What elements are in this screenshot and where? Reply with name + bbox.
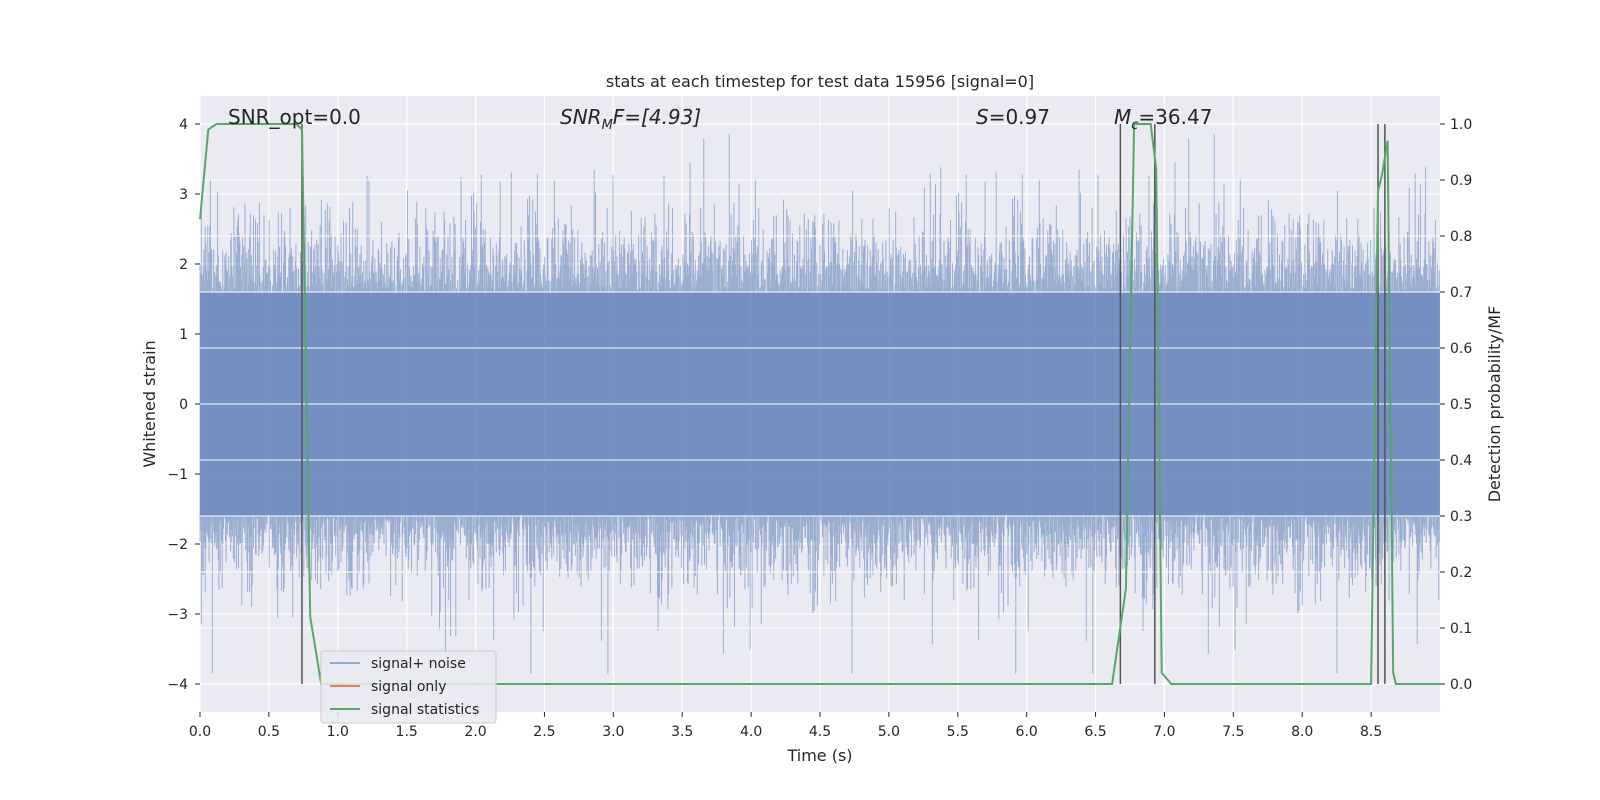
x-tick-label-11: 5.5: [947, 724, 969, 740]
y2-axis-label: Detection probability/MF: [1485, 306, 1504, 503]
y-tick-label-1: −3: [167, 607, 188, 623]
annotation-s: S=0.97: [976, 105, 1050, 129]
annotation-mc: Mc=36.47: [1114, 105, 1212, 133]
x-tick-label-1: 0.5: [258, 724, 280, 740]
legend-box: [320, 650, 497, 724]
x-tick-label-6: 3.0: [602, 724, 624, 740]
y2-tick-label-10: 1.0: [1450, 117, 1472, 133]
x-tick-label-8: 4.0: [740, 724, 762, 740]
y-axis-label: Whitened strain: [140, 340, 159, 467]
y-axis-ticks: −4 −3 −2 −1 0 1 2 3 4: [167, 117, 200, 693]
legend-label-signal-noise: signal+ noise: [371, 656, 466, 672]
x-tick-label-17: 8.5: [1360, 724, 1382, 740]
x-tick-label-14: 7.0: [1153, 724, 1175, 740]
annotation-snr-opt: SNR_opt=0.0: [228, 105, 361, 129]
x-tick-label-9: 4.5: [809, 724, 831, 740]
x-tick-label-5: 2.5: [533, 724, 555, 740]
mc-sub: c: [1131, 118, 1138, 133]
y-tick-label-2: −2: [167, 537, 188, 553]
snr-mf-sub: M: [602, 118, 613, 133]
x-tick-label-0: 0.0: [189, 724, 211, 740]
snr-mf-suffix: F=[4.93]: [613, 105, 701, 129]
chart-title: stats at each timestep for test data 159…: [606, 72, 1034, 91]
signal-statistics-line: [199, 123, 1440, 685]
x-tick-label-16: 8.0: [1291, 724, 1313, 740]
y2-tick-label-1: 0.1: [1450, 621, 1472, 637]
x-tick-label-10: 5.0: [878, 724, 900, 740]
y2-tick-label-5: 0.5: [1450, 397, 1472, 413]
y2-tick-label-2: 0.2: [1450, 565, 1472, 581]
y2-tick-label-9: 0.9: [1450, 173, 1472, 189]
legend: signal+ noise signal only signal statist…: [320, 650, 497, 724]
x-axis-label: Time (s): [786, 746, 852, 765]
y2-tick-label-7: 0.7: [1450, 285, 1472, 301]
y2-axis-ticks: 0.0 0.1 0.2 0.3 0.4 0.5 0.6 0.7 0.8 0.9 1.0: [1440, 117, 1472, 693]
s-var: S: [976, 105, 989, 129]
noise-trace: [199, 134, 1440, 674]
y2-tick-label-0: 0.0: [1450, 677, 1472, 693]
y-tick-label-4: 0: [179, 397, 188, 413]
x-axis-ticks: 0.0 0.5 1.0 1.5 2.0 2.5 3.0 3.5 4.0 4.5 5.0 5.5 6.0 6…: [189, 712, 1382, 740]
y2-tick-label-3: 0.3: [1450, 509, 1472, 525]
vertical-markers: [301, 124, 1386, 684]
mc-var: M: [1114, 105, 1131, 129]
x-tick-label-3: 1.5: [396, 724, 418, 740]
y-tick-label-0: −4: [167, 677, 188, 693]
y-tick-label-7: 3: [179, 187, 188, 203]
x-tick-label-2: 1.0: [327, 724, 349, 740]
mc-value: =36.47: [1138, 105, 1212, 129]
y-tick-label-3: −1: [167, 467, 188, 483]
x-tick-label-12: 6.0: [1016, 724, 1038, 740]
series-signal-noise: [199, 123, 1440, 685]
series-signal-statistics: [199, 123, 1440, 685]
y-tick-label-6: 2: [179, 257, 188, 273]
y2-tick-label-8: 0.8: [1450, 229, 1472, 245]
x-tick-label-13: 6.5: [1084, 724, 1106, 740]
y2-tick-label-6: 0.6: [1450, 341, 1472, 357]
legend-label-signal-only: signal only: [371, 679, 446, 695]
s-value: =0.97: [989, 105, 1050, 129]
legend-label-signal-statistics: signal statistics: [371, 702, 479, 718]
snr-mf-prefix: SNR: [560, 105, 602, 129]
x-tick-label-7: 3.5: [671, 724, 693, 740]
y-tick-label-5: 1: [179, 327, 188, 343]
y2-tick-label-4: 0.4: [1450, 453, 1472, 469]
y-tick-label-8: 4: [179, 117, 188, 133]
annotation-snr-mf: SNRMF=[4.93]: [560, 105, 701, 133]
x-tick-label-4: 2.0: [464, 724, 486, 740]
x-tick-label-15: 7.5: [1222, 724, 1244, 740]
